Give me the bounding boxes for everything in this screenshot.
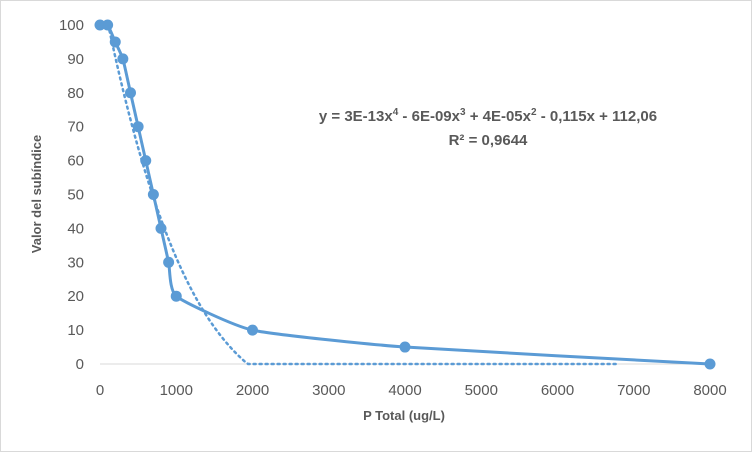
y-tick-label: 40	[67, 220, 84, 237]
x-axis-title: P Total (ug/L)	[363, 408, 445, 423]
r-squared-label: R² = 0,9644	[449, 132, 528, 149]
data-point	[163, 256, 175, 268]
data-point	[117, 53, 129, 65]
y-axis-title: Valor del subíndice	[29, 135, 44, 253]
data-point	[132, 121, 144, 133]
x-tick-label: 5000	[465, 382, 498, 399]
y-tick-label: 20	[67, 288, 84, 305]
data-point	[94, 19, 106, 31]
x-tick-label: 7000	[617, 382, 650, 399]
x-tick-label: 1000	[160, 382, 193, 399]
y-tick-label: 80	[67, 85, 84, 102]
data-point	[125, 87, 136, 99]
data-point	[155, 222, 167, 234]
y-tick-label: 90	[67, 51, 84, 68]
data-point	[399, 341, 411, 353]
series-markers	[94, 19, 716, 370]
series-line	[99, 22, 711, 366]
data-point	[247, 324, 258, 336]
x-tick-label: 8000	[693, 382, 726, 399]
data-point	[170, 290, 182, 302]
x-tick-label: 3000	[312, 382, 345, 399]
y-tick-label: 60	[67, 153, 84, 170]
y-tick-label: 100	[59, 17, 84, 34]
trendline	[106, 23, 620, 366]
y-tick-label: 70	[67, 119, 84, 136]
x-tick-label: 6000	[541, 382, 574, 399]
data-point	[102, 19, 114, 31]
data-point	[109, 36, 121, 48]
y-axis-ticks: 0 10 20 30 40 50 60 70 80 90 100	[59, 17, 84, 373]
x-tick-label: 0	[96, 382, 104, 399]
y-tick-label: 50	[67, 187, 84, 204]
y-tick-label: 10	[67, 322, 84, 339]
x-tick-label: 2000	[236, 382, 269, 399]
y-tick-label: 30	[67, 254, 84, 271]
y-tick-label: 0	[76, 356, 84, 373]
data-point	[704, 358, 716, 370]
data-point	[140, 155, 152, 167]
data-point	[147, 189, 159, 200]
x-tick-label: 4000	[388, 382, 421, 399]
trendline-equation: y = 3E-13x4 - 6E-09x3 + 4E-05x2 - 0,115x…	[319, 107, 657, 125]
x-axis-ticks: 0 1000 2000 3000 4000 5000 6000 7000 8000	[96, 382, 727, 399]
